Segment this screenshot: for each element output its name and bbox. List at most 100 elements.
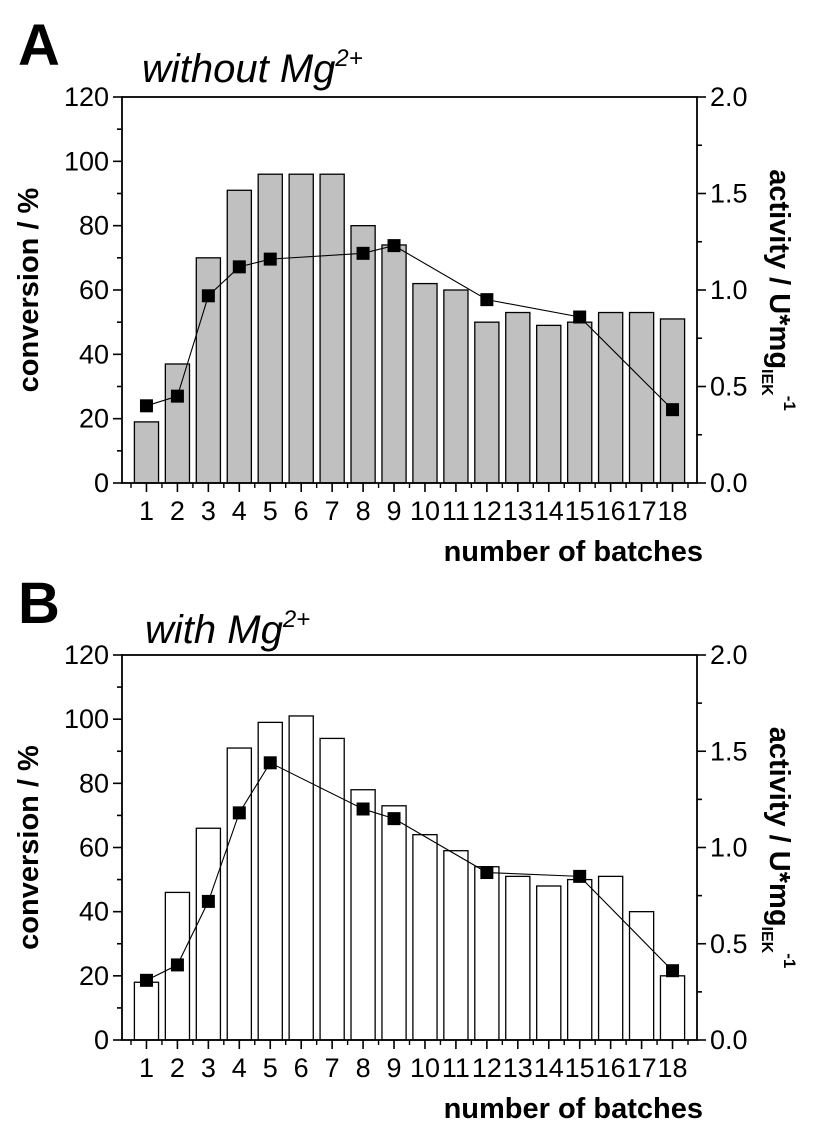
activity-point <box>356 246 370 260</box>
bar <box>443 850 469 1041</box>
y2-axis-label-text: activity / U*mg <box>763 727 795 927</box>
x-tick-label: 12 <box>472 496 502 526</box>
panel-letter: B <box>18 571 60 636</box>
activity-line <box>146 245 673 411</box>
y-tick-label: 60 <box>79 275 109 305</box>
bar <box>597 875 624 1041</box>
y-tick-label: 100 <box>64 146 109 176</box>
bar <box>628 311 655 484</box>
y2-tick-label: 1.5 <box>710 179 748 209</box>
y2-tick-label: 0.5 <box>710 929 748 959</box>
y2-tick-label: 2.0 <box>710 82 748 112</box>
y2-tick-label: 1.0 <box>710 275 748 305</box>
activity-point <box>666 964 680 978</box>
y-tick-label: 60 <box>79 833 109 863</box>
x-tick-label: 7 <box>325 496 340 526</box>
activity-point <box>387 239 401 253</box>
activity-point <box>139 399 153 413</box>
bar <box>319 173 345 484</box>
activity-point <box>263 252 277 266</box>
panel-title-superscript: 2+ <box>282 606 310 633</box>
bar <box>505 311 531 484</box>
x-tick-label: 10 <box>410 1053 440 1083</box>
bar <box>164 363 191 484</box>
activity-point <box>232 806 246 820</box>
y-tick-label: 20 <box>79 404 109 434</box>
y-tick-label: 40 <box>79 897 109 927</box>
y-axis-label: conversion / % <box>13 745 45 950</box>
y2-axis-label-text: activity / U*mg <box>763 169 795 369</box>
x-tick-label: 16 <box>596 1053 626 1083</box>
x-tick-label: 13 <box>503 496 533 526</box>
bar <box>443 289 469 484</box>
x-tick-label: 6 <box>294 1053 309 1083</box>
bar <box>566 878 593 1041</box>
y-tick-label: 20 <box>79 961 109 991</box>
x-tick-label: 14 <box>534 1053 564 1083</box>
x-tick-label: 18 <box>658 496 688 526</box>
y2-axis-label-superscript: -1 <box>780 953 799 968</box>
bar <box>474 866 500 1041</box>
x-tick-label: 11 <box>442 1053 470 1083</box>
x-tick-label: 7 <box>325 1053 340 1083</box>
y2-axis-label: activity / U*mgIEK -1 <box>758 727 799 969</box>
y-tick-label: 40 <box>79 339 109 369</box>
x-tick-label: 12 <box>472 1053 502 1083</box>
activity-point <box>170 389 184 403</box>
x-tick-label: 15 <box>565 1053 595 1083</box>
bar <box>536 885 562 1041</box>
activity-point <box>480 866 494 880</box>
y2-tick-label: 2.0 <box>710 640 748 670</box>
bar <box>381 244 407 484</box>
x-tick-label: 13 <box>503 1053 533 1083</box>
activity-point <box>387 812 401 826</box>
activity-point <box>201 289 215 303</box>
y2-tick-label: 1.5 <box>710 736 748 766</box>
bar <box>412 834 438 1041</box>
activity-point <box>573 310 587 324</box>
y-tick-label: 120 <box>64 82 109 112</box>
x-tick-label: 6 <box>294 496 309 526</box>
activity-point <box>201 894 215 908</box>
x-tick-label: 16 <box>596 496 626 526</box>
x-tick-label: 14 <box>534 496 564 526</box>
x-axis-label: number of batches <box>444 536 703 568</box>
x-tick-label: 17 <box>627 496 657 526</box>
bar <box>350 225 376 484</box>
panel-title-superscript: 2+ <box>334 45 362 72</box>
bar <box>164 891 191 1041</box>
y2-tick-label: 0.5 <box>710 372 748 402</box>
activity-point <box>480 293 494 307</box>
y2-tick-label: 0.0 <box>710 1025 748 1055</box>
x-tick-label: 8 <box>356 496 371 526</box>
y-axis-label: conversion / % <box>13 187 45 392</box>
x-tick-label: 3 <box>201 496 216 526</box>
activity-point <box>232 260 246 274</box>
x-axis-label: number of batches <box>444 1093 703 1122</box>
activity-line <box>146 762 673 981</box>
panel-title: without Mg2+ <box>142 45 363 91</box>
bar <box>597 311 624 484</box>
bar <box>536 324 562 484</box>
bar <box>195 827 222 1041</box>
bar <box>381 805 407 1041</box>
y-tick-label: 80 <box>79 768 109 798</box>
activity-point <box>573 869 587 883</box>
bar <box>257 173 283 484</box>
y-tick-label: 0 <box>94 468 109 498</box>
y-tick-label: 120 <box>64 640 109 670</box>
bar <box>505 875 531 1041</box>
x-tick-label: 1 <box>139 496 154 526</box>
x-tick-label: 17 <box>627 1053 657 1083</box>
x-tick-label: 4 <box>232 496 247 526</box>
y2-axis-label: activity / U*mgIEK -1 <box>758 169 799 411</box>
y-tick-label: 100 <box>64 704 109 734</box>
panel-title: with Mg2+ <box>145 606 310 652</box>
bar <box>566 321 593 484</box>
panel-letter: A <box>18 13 60 78</box>
x-tick-label: 15 <box>565 496 595 526</box>
x-tick-label: 8 <box>356 1053 371 1083</box>
